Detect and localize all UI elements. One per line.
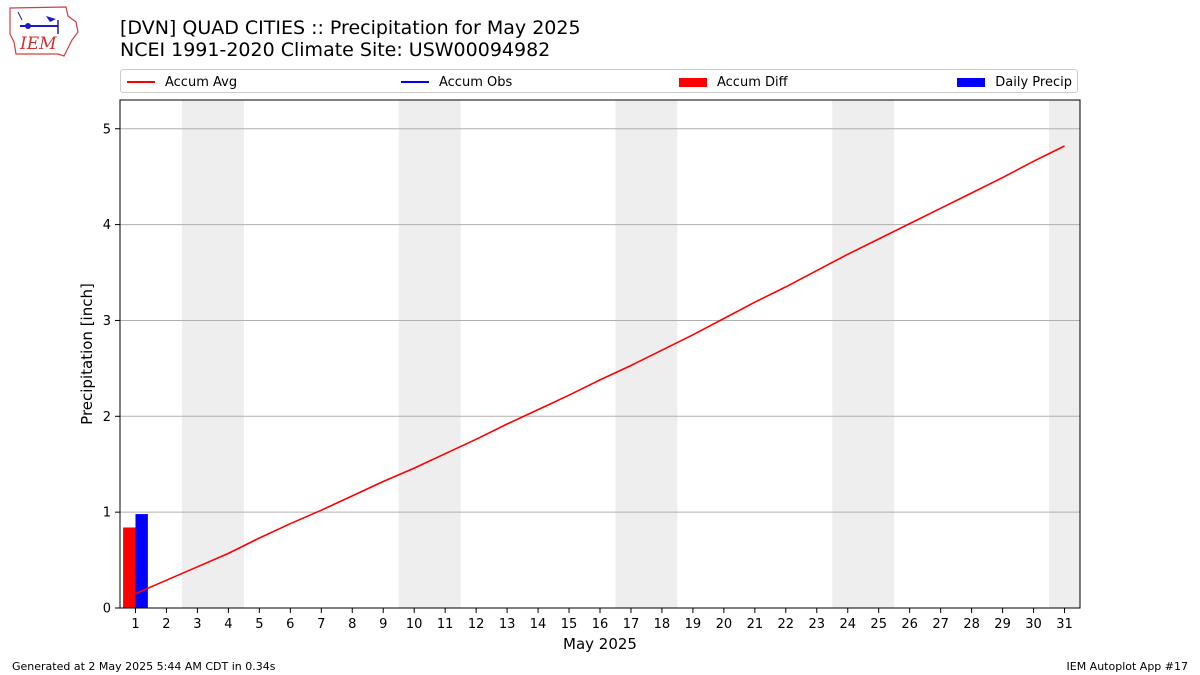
legend-item-daily-precip: Daily Precip	[957, 70, 1072, 94]
x-tick-label: 20	[716, 617, 733, 632]
footer-app-text: IEM Autoplot App #17	[1066, 660, 1189, 673]
bar-accum-diff	[123, 527, 136, 608]
chart-subtitle: NCEI 1991-2020 Climate Site: USW00094982	[120, 39, 551, 61]
y-tick-label: 0	[103, 602, 111, 617]
x-tick-label: 15	[561, 617, 578, 632]
iem-logo: IEM	[9, 6, 79, 57]
weekend-shading	[181, 100, 244, 608]
weekend-shading	[1049, 100, 1080, 608]
x-tick-label: 14	[530, 617, 547, 632]
x-tick-label: 10	[406, 617, 423, 632]
x-tick-label: 26	[901, 617, 918, 632]
x-tick-label: 29	[994, 617, 1011, 632]
legend-label: Accum Diff	[717, 74, 788, 90]
x-tick-label: 12	[468, 617, 485, 632]
chart-title: [DVN] QUAD CITIES :: Precipitation for M…	[120, 17, 581, 39]
x-tick-label: 17	[623, 617, 640, 632]
legend-swatch	[679, 77, 707, 87]
x-tick-label: 1	[131, 617, 139, 632]
legend-label: Daily Precip	[995, 74, 1072, 90]
x-tick-label: 5	[255, 617, 263, 632]
bar-daily-precip	[135, 514, 148, 608]
y-tick-label: 2	[103, 410, 111, 425]
legend-label: Accum Avg	[165, 74, 238, 90]
legend-swatch	[127, 81, 155, 83]
legend-swatch	[957, 77, 986, 87]
weekend-shading	[615, 100, 678, 608]
x-tick-label: 30	[1025, 617, 1042, 632]
y-tick-label: 3	[103, 314, 111, 329]
x-tick-label: 19	[685, 617, 702, 632]
x-tick-label: 6	[286, 617, 294, 632]
x-tick-label: 22	[778, 617, 795, 632]
x-tick-label: 27	[932, 617, 949, 632]
x-tick-label: 8	[348, 617, 356, 632]
weekend-shading	[832, 100, 895, 608]
legend-item-accum-avg: Accum Avg	[127, 70, 237, 94]
x-tick-label: 18	[654, 617, 671, 632]
logo-text: IEM	[19, 34, 57, 54]
legend-item-accum-obs: Accum Obs	[401, 70, 512, 94]
y-tick-label: 5	[103, 122, 111, 137]
footer-generated-text: Generated at 2 May 2025 5:44 AM CDT in 0…	[12, 660, 276, 673]
x-tick-label: 16	[592, 617, 609, 632]
x-tick-label: 4	[224, 617, 232, 632]
x-tick-label: 24	[839, 617, 856, 632]
x-tick-label: 7	[317, 617, 325, 632]
x-tick-label: 23	[809, 617, 826, 632]
legend-swatch	[401, 81, 429, 83]
legend-label: Accum Obs	[439, 74, 513, 90]
y-tick-label: 4	[103, 218, 111, 233]
x-tick-label: 28	[963, 617, 980, 632]
x-tick-label: 3	[193, 617, 201, 632]
x-tick-label: 25	[870, 617, 887, 632]
y-tick-label: 1	[103, 506, 111, 521]
plot-frame	[119, 99, 1081, 609]
x-tick-label: 13	[499, 617, 516, 632]
line-accum-avg	[135, 145, 1065, 595]
weekend-shading	[398, 100, 461, 608]
x-tick-label: 2	[162, 617, 170, 632]
x-tick-label: 9	[379, 617, 387, 632]
x-tick-label: 21	[747, 617, 764, 632]
y-axis-label: Precipitation [inch]	[78, 283, 96, 425]
legend-item-accum-diff: Accum Diff	[679, 70, 788, 94]
chart-legend: Accum Avg Accum Obs Accum Diff Daily Pre…	[120, 69, 1078, 93]
x-tick-label: 11	[437, 617, 454, 632]
x-tick-label: 31	[1056, 617, 1073, 632]
x-axis-label: May 2025	[563, 635, 637, 653]
